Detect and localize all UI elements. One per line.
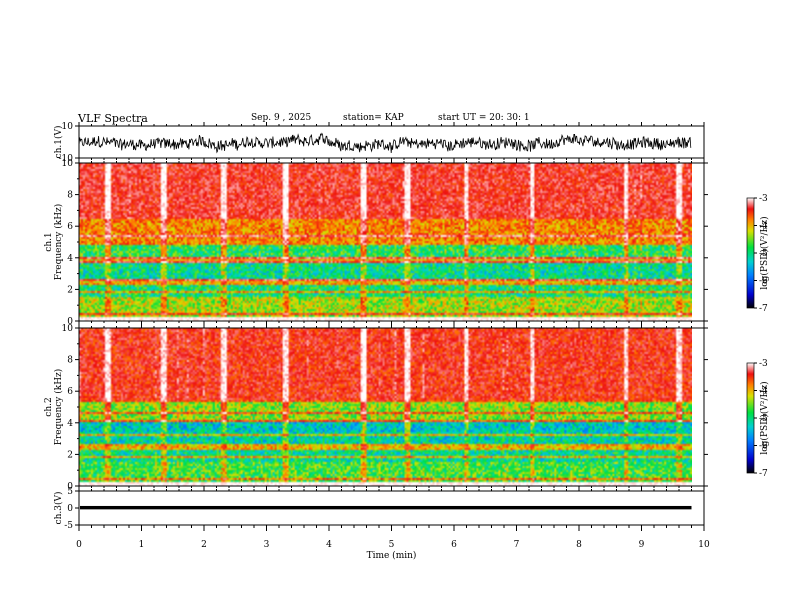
- ch1-spectrogram-ytick-label: 10: [62, 159, 74, 169]
- ch1-spectrogram-ytick-label: 0: [67, 317, 73, 327]
- ch1-spectrogram-ytick-label: 6: [67, 222, 73, 232]
- ch1-spectrogram-colorbar-tick-label: -6: [759, 277, 768, 287]
- ch2-spectrogram-ytick-label: 0: [67, 482, 73, 492]
- ch3-waveform-ytick-label: -5: [64, 521, 73, 531]
- chart-title: VLF Spectra: [78, 112, 148, 125]
- ch1-spectrogram-colorbar-tick-label: -7: [759, 304, 768, 314]
- ch1-spectrogram-ytick-label: 8: [67, 191, 73, 201]
- ch1-spectrogram-channel-label: ch.1: [44, 232, 54, 251]
- ch1-waveform-ytick-label: -10: [59, 154, 74, 164]
- start-time-label: start UT = 20: 30: 1: [438, 113, 530, 123]
- ch3-waveform-ytick-label: 0: [67, 504, 73, 514]
- ch2-spectrogram-pixels: [79, 328, 692, 486]
- ch2-spectrogram-colorbar-tick-label: -7: [759, 469, 768, 479]
- ch2-spectrogram-colorbar-label: log(PSD)(V²/Hz): [759, 381, 770, 454]
- ch1-waveform-ylabel: ch.1(V): [53, 126, 64, 159]
- ch1-waveform-trace: [78, 132, 692, 154]
- ch3-waveform-xtick-label: 5: [389, 540, 395, 550]
- ch3-waveform-xtick-label: 6: [451, 540, 457, 550]
- ch1-spectrogram-colorbar-label: log(PSD)(V²/Hz): [759, 216, 770, 289]
- ch1-spectrogram-ytick-label: 2: [67, 285, 73, 295]
- ch1-spectrogram-colorbar-tick-label: -5: [759, 249, 768, 259]
- ch2-spectrogram-colorbar-tick-label: -5: [759, 414, 768, 424]
- x-axis-label: Time (min): [367, 550, 417, 561]
- station-label: station= KAP: [343, 113, 404, 123]
- ch3-waveform-xtick-label: 8: [576, 540, 582, 550]
- ch3-waveform-ytick-label: 5: [67, 487, 73, 497]
- ch2-spectrogram-colorbar-tick-label: -3: [759, 359, 768, 369]
- ch3-waveform-xtick-label: 3: [264, 540, 270, 550]
- ch2-spectrogram-ytick-label: 6: [67, 387, 73, 397]
- ch3-waveform-xtick-label: 4: [326, 540, 332, 550]
- ch1-spectrogram-colorbar-tick-label: -3: [759, 194, 768, 204]
- ch1-waveform-ytick-label: 10: [62, 122, 74, 132]
- ch1-spectrogram: 0 2 4 6 8 10 ch.1 Frequency (kHz) -3 -4 -5 -6 -7 log(…: [44, 159, 770, 327]
- ch1-spectrogram-colorbar: [746, 197, 755, 309]
- ch2-spectrogram-ytick-label: 4: [67, 419, 73, 429]
- ch3-waveform-xtick-label: 9: [639, 540, 645, 550]
- ch1-spectrogram-ylabel: Frequency (kHz): [53, 204, 64, 281]
- ch2-spectrogram-ytick-label: 2: [67, 450, 73, 460]
- ch3-waveform-xtick-label: 0: [76, 540, 82, 550]
- ch1-spectrogram-ytick-label: 4: [67, 254, 73, 264]
- ch3-waveform-xtick-label: 2: [201, 540, 207, 550]
- ch2-spectrogram-colorbar-tick-label: -6: [759, 442, 768, 452]
- ch3-waveform-signal-band: [80, 505, 692, 510]
- ch1-spectrogram-pixels: [79, 163, 692, 321]
- ch3-waveform-ylabel: ch.3(V): [53, 492, 64, 525]
- ch2-spectrogram-ytick-label: 8: [67, 356, 73, 366]
- ch2-spectrogram-colorbar-tick-label: -4: [759, 387, 768, 397]
- ch3-waveform-xtick-label: 7: [514, 540, 520, 550]
- date-label: Sep. 9 , 2025: [251, 113, 312, 123]
- ch3-waveform-xtick-label: 1: [139, 540, 145, 550]
- ch3-waveform-xtick-label: 10: [698, 540, 710, 550]
- ch2-spectrogram-ylabel: Frequency (kHz): [53, 369, 64, 446]
- ch1-spectrogram-colorbar-tick-label: -4: [759, 222, 768, 232]
- ch2-spectrogram-channel-label: ch.2: [44, 397, 54, 416]
- ch2-spectrogram-colorbar: [746, 362, 755, 474]
- ch2-spectrogram-ytick-label: 10: [62, 324, 74, 334]
- ch2-spectrogram: 0 2 4 6 8 10 ch.2 Frequency (kHz) -3 -4 -5 -6 -7 log(…: [44, 324, 770, 492]
